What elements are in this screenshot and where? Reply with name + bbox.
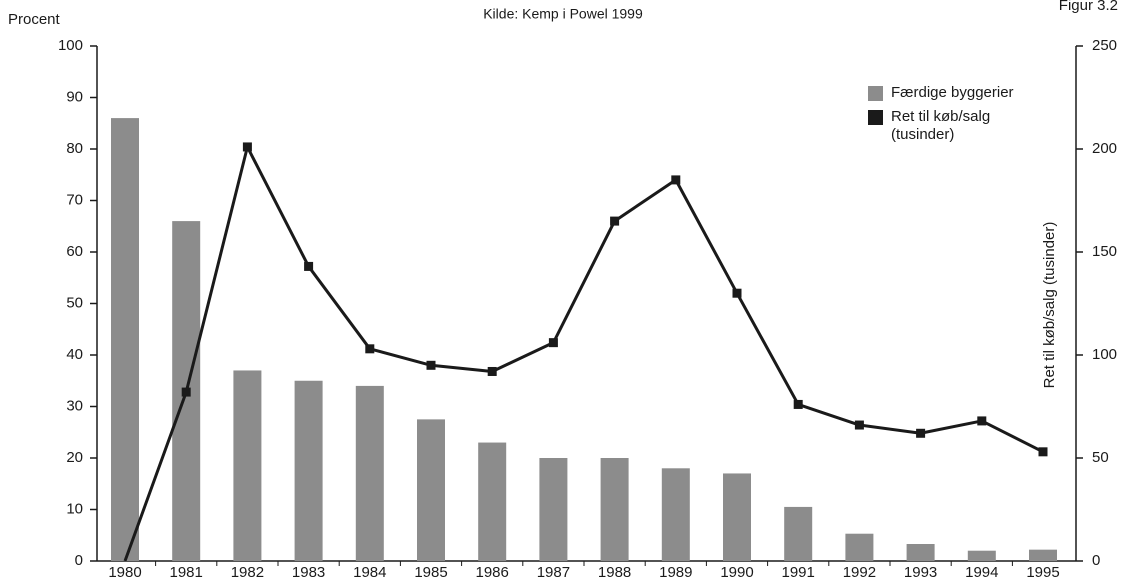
line-marker — [977, 416, 987, 426]
y-tick-label: 30 — [66, 397, 83, 414]
bar — [111, 118, 139, 561]
x-tick-label: 1990 — [720, 564, 753, 579]
x-tick-label: 1984 — [353, 564, 386, 579]
line-marker — [793, 399, 803, 409]
legend-item: Ret til køb/salg (tusinder) — [868, 108, 1038, 144]
x-tick-label: 1993 — [904, 564, 937, 579]
y2-axis-label: Ret til køb/salg (tusinder) — [1041, 222, 1058, 389]
x-tick-label: 1995 — [1026, 564, 1059, 579]
y-tick-label: 100 — [58, 37, 83, 54]
bar — [906, 544, 935, 561]
line — [123, 145, 1044, 562]
y-tick-label: 20 — [66, 449, 83, 466]
y-tick-label: 90 — [66, 88, 83, 105]
legend-swatch — [868, 86, 883, 101]
bar — [294, 380, 323, 561]
y-tick-label: 10 — [66, 500, 83, 517]
y2-tick-label: 200 — [1092, 140, 1117, 157]
y-tick-label: 80 — [66, 140, 83, 157]
x-tick-label: 1986 — [476, 564, 509, 579]
y2-tick-label: 100 — [1092, 346, 1117, 363]
legend-label: Ret til køb/salg (tusinder) — [891, 108, 991, 143]
bar — [661, 468, 690, 561]
line-marker — [181, 387, 191, 397]
y2-tick-label: 150 — [1092, 243, 1117, 260]
y-tick-label: 40 — [66, 346, 83, 363]
y-axis-label: Procent — [8, 11, 61, 28]
line-marker — [426, 360, 436, 370]
x-tick-label: 1988 — [598, 564, 631, 579]
line-marker — [610, 216, 620, 226]
x-tick-label: 1992 — [843, 564, 876, 579]
line-marker — [365, 344, 375, 354]
bar — [784, 506, 813, 561]
y2-tick-label: 250 — [1092, 37, 1117, 54]
line-marker — [732, 288, 742, 298]
line-marker — [548, 338, 558, 348]
x-tick-label: 1983 — [292, 564, 325, 579]
bar — [723, 473, 751, 561]
y2-tick-label: 50 — [1092, 449, 1109, 466]
bar — [233, 370, 262, 561]
x-tick-label: 1991 — [782, 564, 815, 579]
bar — [600, 458, 629, 561]
legend-swatch — [868, 110, 883, 125]
x-tick-label: 1980 — [108, 564, 141, 579]
x-tick-label: 1982 — [231, 564, 264, 579]
bar — [539, 458, 568, 561]
bar — [1029, 549, 1057, 561]
line-marker — [916, 428, 926, 438]
line-marker — [242, 142, 252, 152]
chart-subtitle: Kilde: Kemp i Powel 1999 — [483, 6, 643, 22]
line-marker — [487, 366, 497, 376]
legend-item: Færdige byggerier — [868, 84, 1038, 102]
bar — [417, 419, 445, 561]
line-marker — [1038, 447, 1048, 457]
bar — [845, 533, 874, 561]
y-tick-label: 70 — [66, 191, 83, 208]
bar — [478, 442, 507, 561]
x-tick-label: 1985 — [414, 564, 447, 579]
x-tick-label: 1989 — [659, 564, 692, 579]
figure-label: Figur 3.2 — [1059, 0, 1118, 14]
y-tick-label: 50 — [66, 294, 83, 311]
y-tick-label: 0 — [75, 552, 83, 569]
y2-tick-label: 0 — [1092, 552, 1100, 569]
x-tick-label: 1987 — [537, 564, 570, 579]
y-tick-label: 60 — [66, 243, 83, 260]
bar — [355, 385, 384, 561]
x-tick-label: 1994 — [965, 564, 998, 579]
legend: Færdige byggerier Ret til køb/salg (tusin… — [868, 84, 1038, 150]
legend-label: Færdige byggerier — [891, 84, 1014, 101]
line-marker — [304, 261, 314, 271]
line-marker — [671, 175, 681, 185]
bar — [967, 550, 996, 561]
line-marker — [854, 420, 864, 430]
x-tick-label: 1981 — [170, 564, 203, 579]
